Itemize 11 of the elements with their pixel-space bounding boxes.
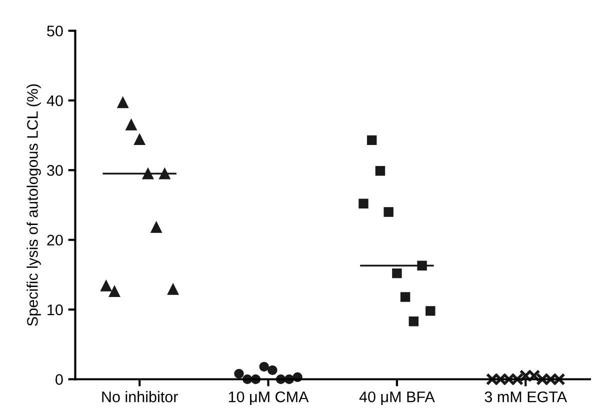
y-tick-label: 30 (47, 165, 63, 176)
y-tick-label: 10 (48, 304, 63, 316)
y-tick-label: 0 (56, 374, 63, 385)
x-tick-label: No inhibitor (102, 391, 178, 402)
y-tick-label: 20 (47, 234, 63, 246)
y-axis-title: Specific lysis of autologous LCL (%) (26, 84, 41, 326)
x-tick-label: 10 μM CMA (228, 391, 309, 406)
x-tick-label: 3 mM EGTA (484, 391, 568, 402)
x-tick-label: 40 μM BFA (359, 391, 435, 406)
y-tick-label: 50 (47, 26, 63, 36)
y-tick-label: 40 (46, 95, 63, 106)
